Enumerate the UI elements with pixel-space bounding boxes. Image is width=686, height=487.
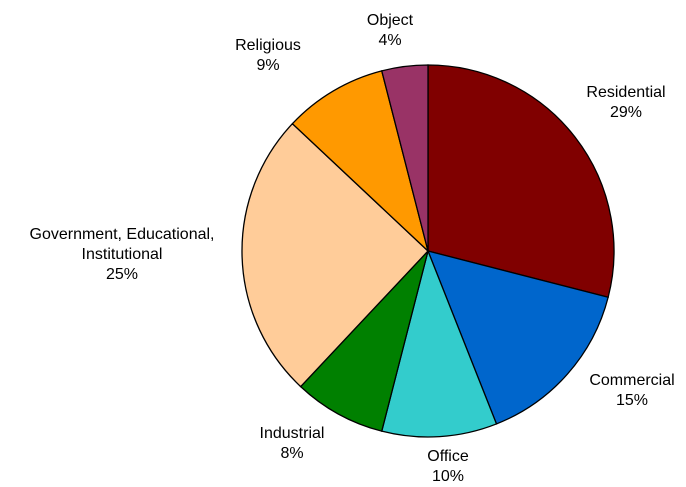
pie-slice-religious bbox=[291, 70, 430, 254]
pie-slice-office bbox=[380, 248, 498, 438]
slice-percent-label: 4% bbox=[378, 32, 401, 49]
slice-label: Government, Educational, Institutional 25% bbox=[30, 226, 215, 283]
pie-slice-government-educational bbox=[241, 122, 429, 388]
slice-percent-label: 29% bbox=[610, 104, 642, 121]
slice-percent-label: 25% bbox=[106, 266, 138, 283]
slice-label: Office 10% bbox=[427, 448, 469, 485]
slice-label: Object 4% bbox=[367, 12, 414, 49]
slice-category-label: Commercial bbox=[589, 372, 674, 389]
slice-label: Religious 9% bbox=[235, 37, 301, 74]
slice-category-label: Industrial bbox=[260, 425, 325, 442]
slice-category-label: Object bbox=[367, 12, 414, 29]
pie-slice-industrial bbox=[299, 250, 429, 432]
slice-category-label: Religious bbox=[235, 37, 301, 54]
pie-slices bbox=[241, 64, 615, 438]
slice-percent-label: 8% bbox=[280, 445, 303, 462]
slice-label: Residential 29% bbox=[586, 84, 665, 121]
slice-percent-label: 15% bbox=[616, 392, 648, 409]
pie-slice-object bbox=[380, 64, 429, 252]
pie-slice-residential bbox=[427, 64, 615, 299]
slice-category-label: Office bbox=[427, 448, 469, 465]
slice-category-label: Institutional bbox=[82, 246, 163, 263]
slice-percent-label: 9% bbox=[256, 57, 279, 74]
slice-category-label: Residential bbox=[586, 84, 665, 101]
slice-label: Industrial 8% bbox=[260, 425, 325, 462]
slice-percent-label: 10% bbox=[432, 468, 464, 485]
slice-label: Commercial 15% bbox=[589, 372, 674, 409]
pie-labels: Residential 29% Commercial 15% Office 10% Indu… bbox=[30, 12, 675, 485]
slice-category-label: Government, Educational, bbox=[30, 226, 215, 243]
pie-slice-commercial bbox=[426, 250, 609, 425]
